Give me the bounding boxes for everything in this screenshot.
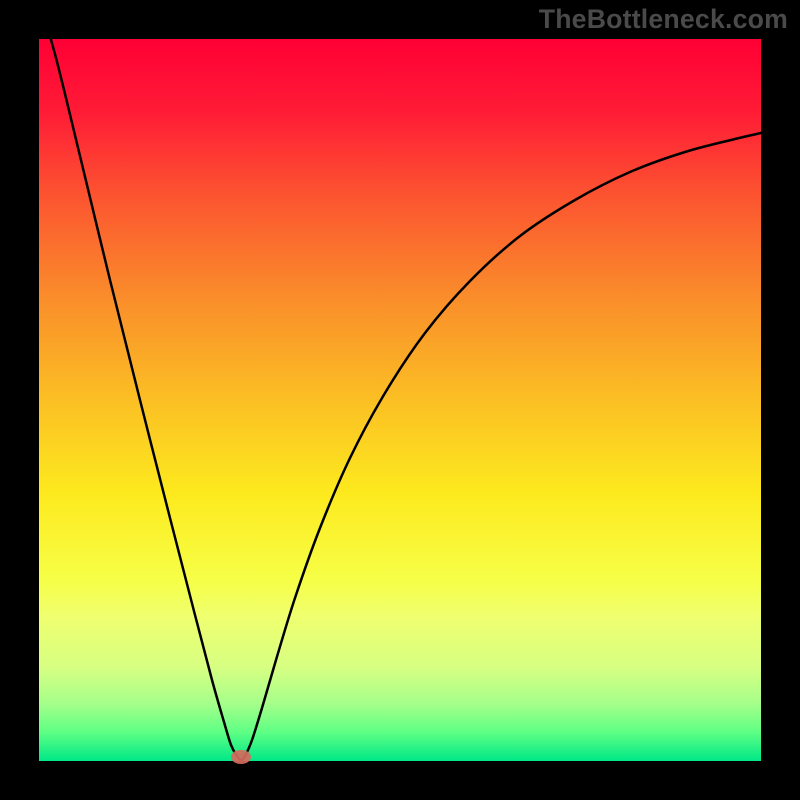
- chart-canvas: TheBottleneck.com: [0, 0, 800, 800]
- bottleneck-chart: [0, 0, 800, 800]
- plot-background: [39, 39, 761, 761]
- watermark-text: TheBottleneck.com: [539, 4, 788, 35]
- optimum-marker: [231, 750, 251, 764]
